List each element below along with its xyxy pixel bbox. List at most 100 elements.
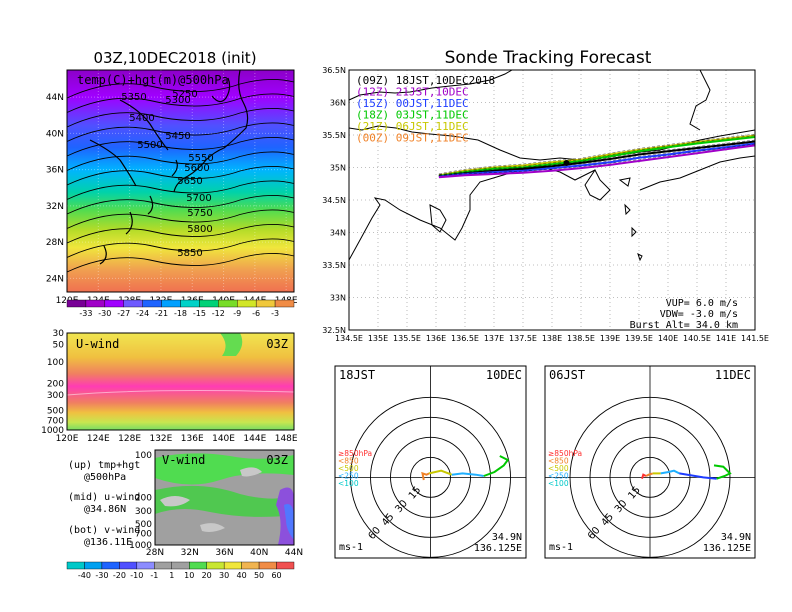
uwind-ytick-label: 50 bbox=[53, 341, 65, 351]
hodograph-wind-segment bbox=[679, 472, 717, 480]
hodograph-ring bbox=[629, 456, 671, 498]
map500-contour-label: 5350 bbox=[121, 92, 146, 103]
uwind-ytick-label: 30 bbox=[53, 329, 65, 339]
hodograph-wind-segment bbox=[483, 455, 510, 477]
vwind-ytick-label: 100 bbox=[135, 451, 152, 461]
map500-contour-label: 5700 bbox=[186, 193, 211, 204]
hodograph-legend-entry: <500 bbox=[548, 464, 569, 473]
track-xtick-label: 134.5E bbox=[335, 334, 363, 343]
vwind-colorbar-swatch bbox=[258, 561, 277, 570]
vwind-colorbar-swatch bbox=[189, 561, 207, 570]
panel-description-line: (bot) v-wind bbox=[68, 525, 140, 536]
map500-contour-line bbox=[66, 151, 295, 171]
map500-contour-line bbox=[66, 224, 295, 244]
track-coastlines bbox=[348, 69, 756, 262]
track-xtick-label: 141.5E bbox=[741, 334, 769, 343]
vwind-colorbar-label: -20 bbox=[113, 571, 126, 580]
map500-contour-label: 5300 bbox=[165, 95, 190, 106]
track-xtick-label: 139E bbox=[600, 334, 620, 343]
map500-frame bbox=[66, 69, 295, 293]
track-series-line-c18 bbox=[438, 136, 756, 177]
track-xtick-label: 140.5E bbox=[683, 334, 711, 343]
panel-description-line: (mid) u-wind bbox=[68, 492, 140, 503]
uwind-time: 03Z bbox=[266, 337, 288, 351]
map500-ytick-label: 44N bbox=[46, 93, 64, 103]
hodograph-lon: 136.125E bbox=[703, 543, 751, 554]
map500-contour-label: 5600 bbox=[184, 163, 209, 174]
track-legend-entry: (15Z) 00JST,11DEC bbox=[356, 97, 469, 110]
hodograph-ring bbox=[609, 436, 691, 518]
track-ytick-label: 32.5N bbox=[322, 326, 346, 335]
vwind-colorbar-label: 40 bbox=[237, 571, 247, 580]
vwind-time: 03Z bbox=[266, 453, 288, 467]
vwind-xtick-label: 28N bbox=[146, 548, 164, 558]
vwind-ytick-label: 700 bbox=[135, 530, 152, 540]
vwind-colorbar-swatch bbox=[276, 561, 295, 570]
vwind-xtick-label: 32N bbox=[181, 548, 199, 558]
map500-contour-line bbox=[66, 253, 295, 273]
uwind-ytick-label: 500 bbox=[47, 407, 64, 417]
track-legend-entry: (00Z) 09JST,11DEC bbox=[356, 132, 469, 145]
map500-contour-line bbox=[66, 166, 295, 186]
track-ytick-label: 33N bbox=[330, 294, 346, 303]
hodograph-legend-entry: <500 bbox=[338, 464, 359, 473]
map500-colorbar-label: -27 bbox=[117, 309, 130, 318]
track-info-line: Burst Alt= 34.0 km bbox=[630, 320, 738, 331]
vwind-title: V-wind bbox=[162, 453, 205, 467]
track-xtick-label: 136.5E bbox=[451, 334, 479, 343]
hodograph-ring bbox=[350, 396, 511, 558]
map500-ytick-label: 24N bbox=[46, 274, 64, 284]
vwind-colorbar-label: 60 bbox=[271, 571, 281, 580]
vwind-colorbar-swatch bbox=[223, 561, 242, 570]
vwind-xtick-label: 44N bbox=[285, 548, 303, 558]
hodograph-lat: 34.9N bbox=[721, 532, 751, 543]
vwind-band-green2 bbox=[155, 485, 294, 517]
vwind-colorbar-swatch bbox=[101, 561, 120, 570]
map500-ytick-label: 28N bbox=[46, 238, 64, 248]
vwind-ytick-label: 300 bbox=[135, 507, 152, 517]
track-ytick-label: 35N bbox=[330, 164, 346, 173]
hodograph-wind-segment bbox=[641, 473, 647, 480]
track-series-dash-c21 bbox=[438, 133, 756, 175]
vwind-frame bbox=[154, 449, 295, 546]
hodograph-legend-entry: <850 bbox=[548, 457, 569, 466]
panel-description-line: @136.11E bbox=[84, 537, 132, 548]
hodograph-lon: 136.125E bbox=[474, 543, 522, 554]
track-legend-entry: (09Z) 18JST,10DEC2018 bbox=[356, 74, 495, 87]
map500-colorbar-swatch bbox=[66, 299, 87, 308]
hodograph-unit: ms-1 bbox=[339, 542, 363, 553]
vwind-colorbar-swatch bbox=[154, 561, 172, 570]
map500-colorbar-label: -21 bbox=[155, 309, 168, 318]
hodograph-legend-entry: <100 bbox=[338, 479, 359, 488]
track-panel: (09Z) 18JST,10DEC2018(12Z) 21JST,10DEC(1… bbox=[322, 66, 769, 343]
map500-colorbar-label: -12 bbox=[212, 309, 225, 318]
map500-colorbar-swatch bbox=[85, 299, 106, 308]
vwind-colorbar: -40 -30 -20 -10 -1 1 10 20 30 40 50 60 bbox=[66, 561, 295, 580]
map500-colorbar-label: -24 bbox=[136, 309, 149, 318]
track-ytick-label: 36.5N bbox=[322, 66, 346, 75]
map500-panel: 5250530053505400545055005550560056505700… bbox=[46, 69, 298, 318]
track-series-dash-c09 bbox=[438, 139, 756, 176]
uwind-ytick-label: 1000 bbox=[41, 426, 64, 436]
hodograph-time-label: 06JST bbox=[549, 368, 585, 382]
track-burst-marker bbox=[563, 159, 570, 166]
uwind-xtick-label: 128E bbox=[118, 434, 141, 444]
map500-ytick-label: 32N bbox=[46, 202, 64, 212]
uwind-xtick-label: 140E bbox=[212, 434, 235, 444]
track-legend: (09Z) 18JST,10DEC2018(12Z) 21JST,10DEC(1… bbox=[356, 74, 495, 145]
hodograph-wind-segment bbox=[428, 469, 453, 476]
hodograph-ring bbox=[390, 436, 471, 518]
track-info-line: VDW= -3.0 m/s bbox=[660, 309, 738, 320]
track-series-line-c12 bbox=[438, 144, 756, 179]
map500-ytick-label: 40N bbox=[46, 129, 64, 139]
uwind-xtick-label: 132E bbox=[149, 434, 172, 444]
map500-colorbar-label: -33 bbox=[79, 309, 92, 318]
map500-contour-label: 5500 bbox=[137, 140, 162, 151]
uwind-xtick-label: 136E bbox=[181, 434, 204, 444]
track-xtick-label: 139.5E bbox=[625, 334, 653, 343]
track-xtick-label: 138.5E bbox=[567, 334, 595, 343]
map500-contour-line bbox=[66, 108, 295, 128]
